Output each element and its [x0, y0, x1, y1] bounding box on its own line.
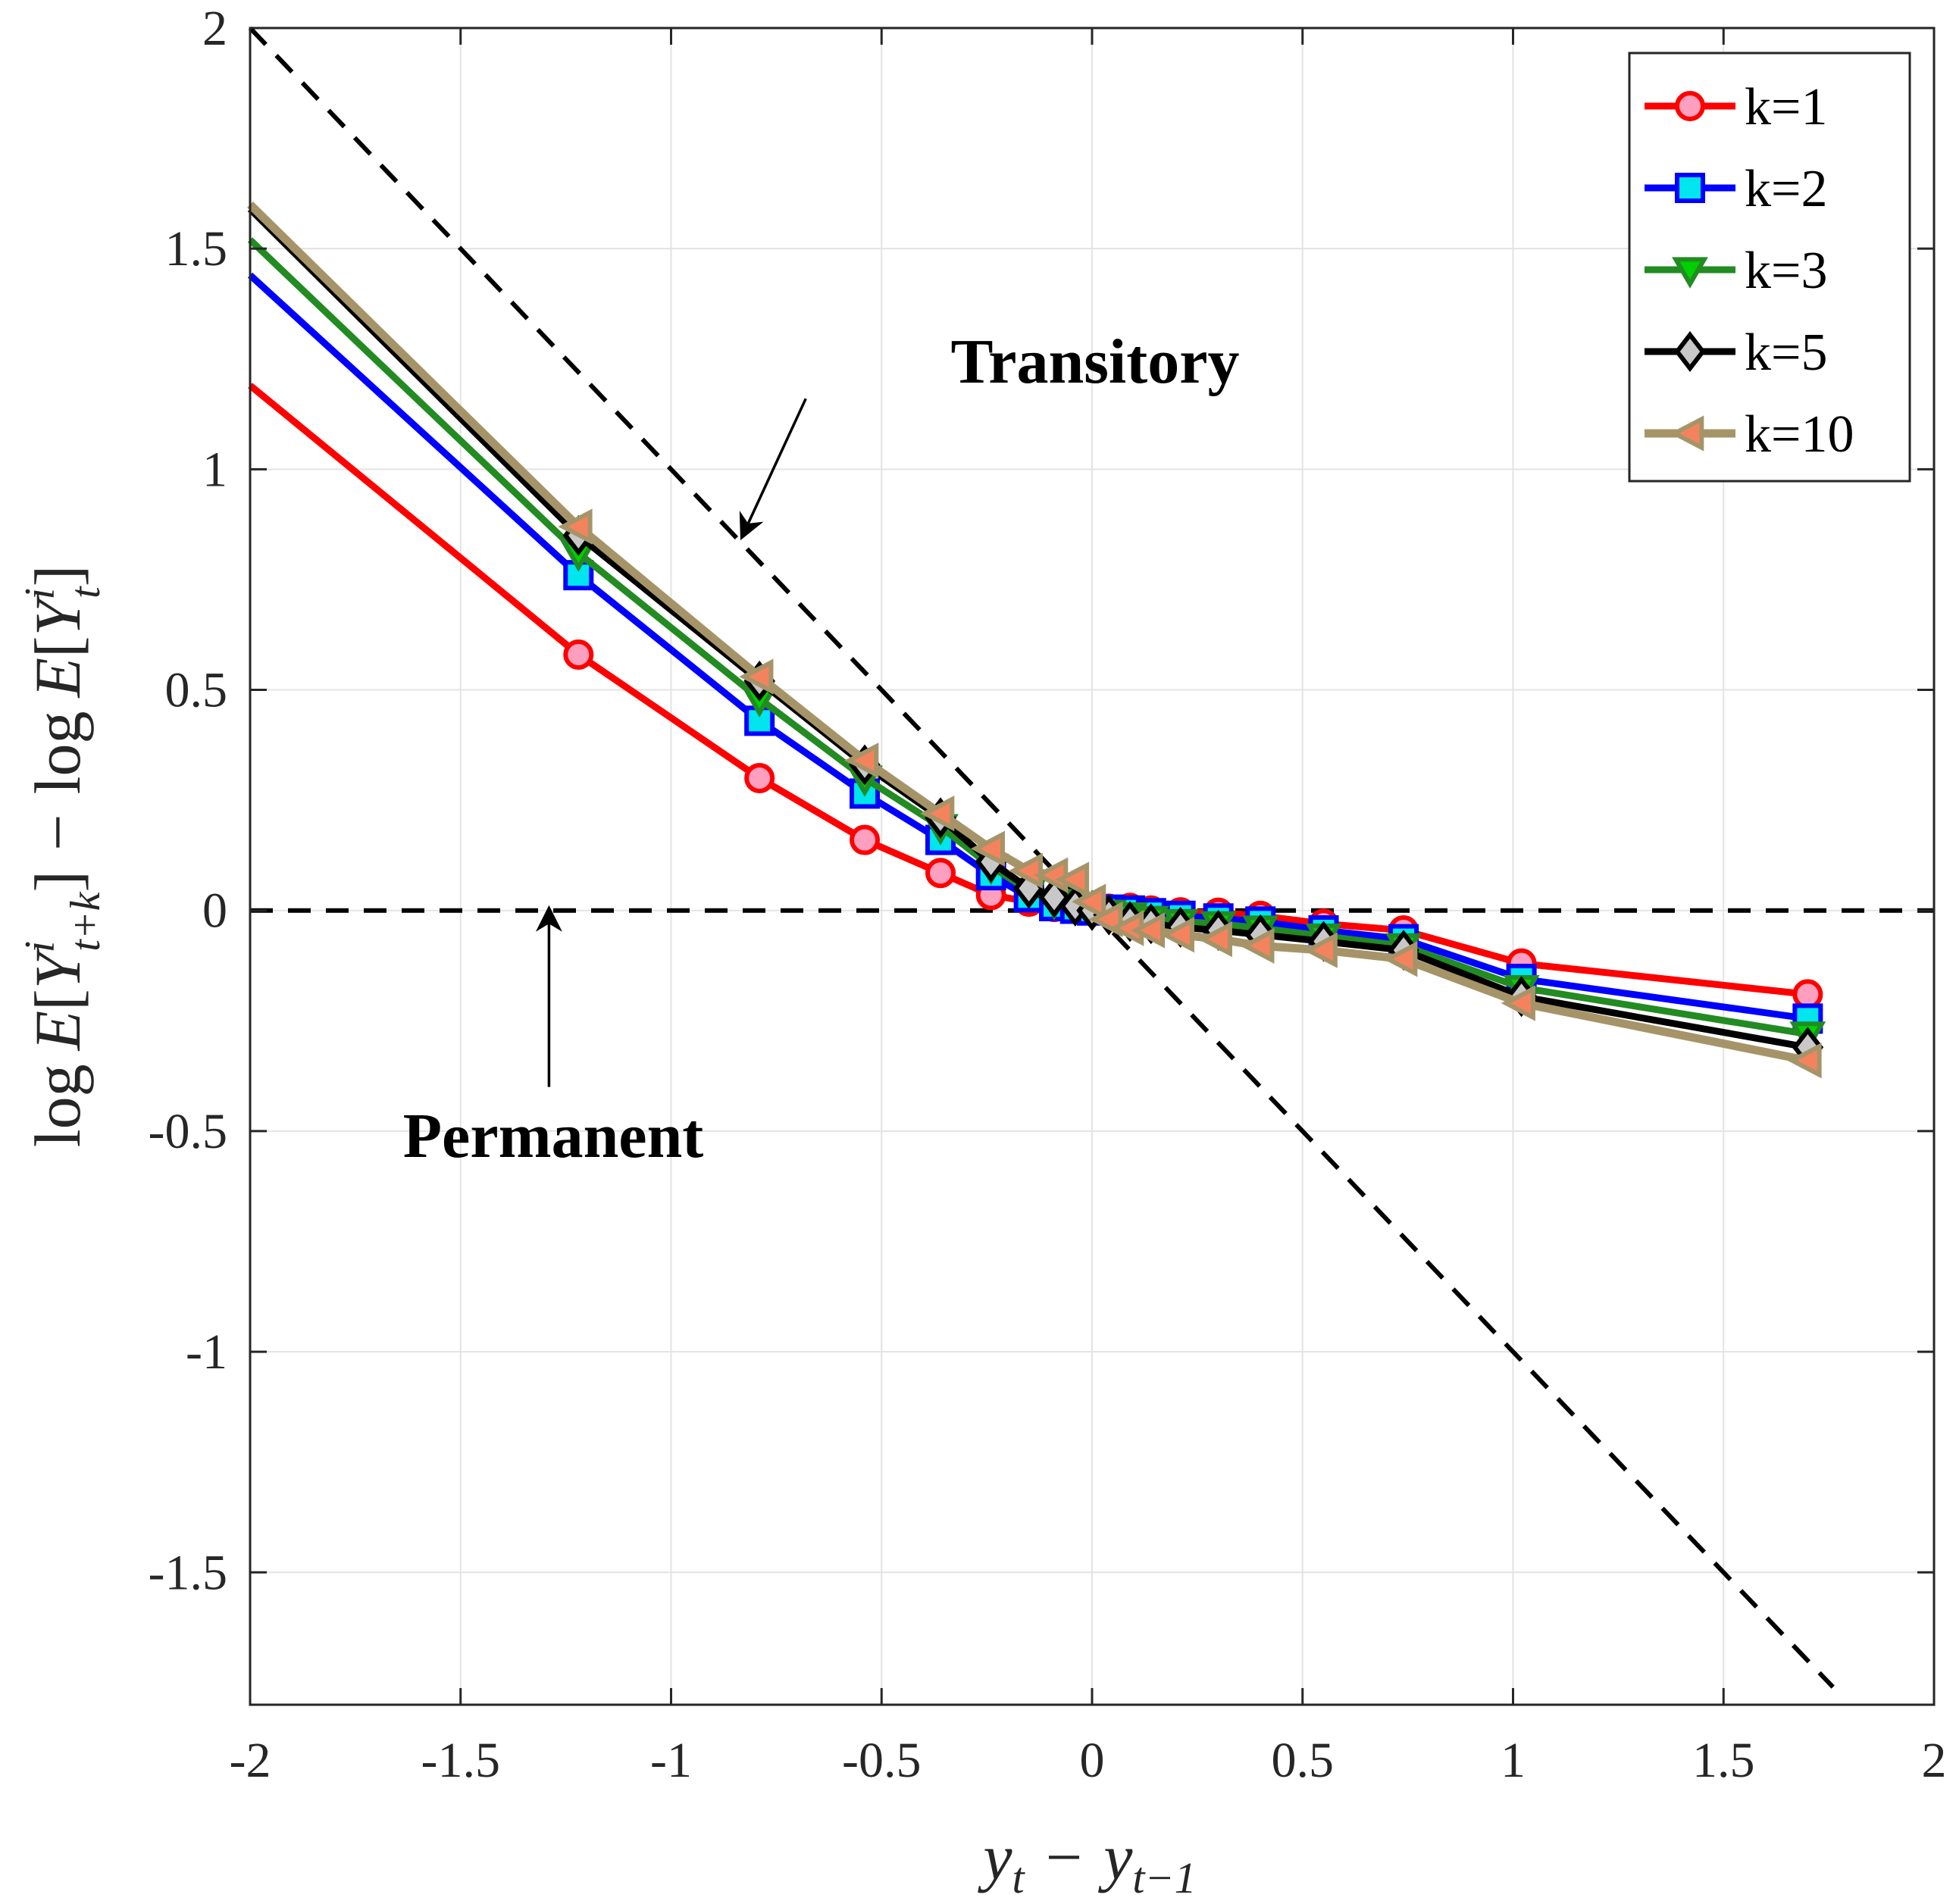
data-point-k=10	[844, 743, 879, 779]
legend: k=1 k=2 k=3 k=5 k=10	[1628, 52, 1911, 483]
x-tick-label: -1	[650, 1733, 692, 1788]
data-point-k=10	[1072, 883, 1106, 920]
data-point-k=10	[1240, 927, 1275, 964]
y-tick-label: 1	[202, 442, 227, 497]
data-point-k=10	[1130, 912, 1166, 949]
legend-item-k=3: k=3	[1645, 242, 1827, 300]
x-tick-label: 1.5	[1692, 1733, 1755, 1788]
legend-label: k=5	[1745, 324, 1827, 382]
y-tick-label: 0.5	[165, 663, 228, 718]
y-tick-label: -1	[186, 1324, 227, 1380]
data-point-k=10	[1787, 1043, 1822, 1079]
legend-swatch-marker	[1672, 257, 1708, 289]
data-point-k=10	[558, 508, 593, 545]
x-tick-label: 1	[1501, 1733, 1526, 1788]
y-tick-label: -1.5	[149, 1545, 227, 1600]
x-tick-label: -2	[230, 1733, 271, 1788]
legend-item-k=1: k=1	[1645, 78, 1827, 136]
legend-items: k=1 k=2 k=3 k=5 k=10	[1645, 78, 1854, 464]
legend-label: k=1	[1745, 78, 1827, 136]
data-point-k=10	[739, 658, 774, 695]
annotation-permanent: Permanent	[403, 1101, 704, 1171]
legend-label: k=2	[1745, 160, 1827, 218]
data-point-k=1	[925, 858, 956, 889]
x-axis-title: yt − yt−1	[977, 1821, 1196, 1902]
data-point-k=10	[1501, 985, 1535, 1021]
y-tick-label: 2	[202, 1, 227, 56]
series-k=10	[247, 202, 1822, 1079]
annotation-transitory: Transitory	[950, 327, 1239, 397]
annotation-arrow	[739, 398, 807, 541]
x-tick-label: -1.5	[421, 1733, 500, 1788]
data-point-k=10	[1008, 852, 1043, 889]
legend-label: k=3	[1745, 242, 1827, 300]
x-tick-label: 0	[1080, 1733, 1105, 1788]
annotations: Transitory Permanent	[403, 327, 1240, 1171]
y-tick-label: 0	[202, 883, 227, 939]
x-tick-label: 2	[1922, 1733, 1947, 1788]
y-tick-labels: -1.5 -1 -0.5 0 0.5 1 1.5 2	[149, 1, 227, 1600]
x-tick-label: -0.5	[842, 1733, 921, 1788]
data-point-k=1	[850, 824, 881, 855]
data-point-k=1	[563, 639, 594, 670]
y-tick-label: 1.5	[165, 221, 228, 277]
legend-swatch-marker	[1675, 91, 1705, 121]
data-point-k=1	[744, 763, 775, 794]
x-tick-labels: -2 -1.5 -1 -0.5 0 0.5 1 1.5 2	[230, 1733, 1947, 1788]
legend-swatch-marker	[1675, 173, 1705, 203]
y-axis-title: logE[Yit+k]−logE[Yit]	[17, 565, 109, 1148]
data-point-k=10	[970, 830, 1005, 867]
data-point-k=10	[920, 795, 955, 832]
y-tick-label: -0.5	[149, 1104, 227, 1159]
legend-item-k=10: k=10	[1645, 405, 1854, 464]
legend-swatch-marker	[1670, 415, 1704, 452]
x-tick-label: 0.5	[1272, 1733, 1335, 1788]
data-point-k=10	[1383, 941, 1418, 977]
data-point-k=10	[1303, 932, 1338, 968]
tick-marks	[249, 27, 1936, 1705]
data-point-k=1	[1792, 979, 1823, 1010]
data-point-k=10	[1054, 861, 1090, 898]
data-point-k=10	[1160, 917, 1194, 953]
legend-swatch-marker	[1674, 330, 1706, 373]
data-point-k=10	[1197, 921, 1232, 958]
series-group	[247, 202, 1826, 1079]
legend-item-k=2: k=2	[1645, 160, 1827, 218]
legend-label: k=10	[1745, 405, 1854, 464]
legend-item-k=5: k=5	[1645, 324, 1827, 382]
